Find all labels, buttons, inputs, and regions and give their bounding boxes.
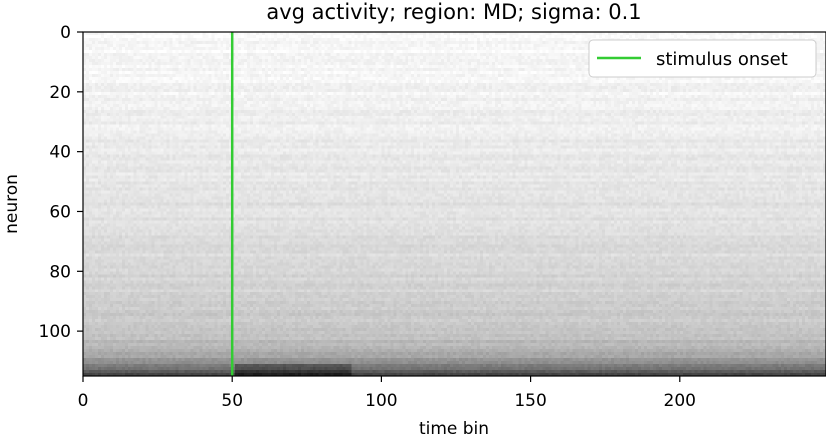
y-tick-label: 80 <box>49 262 71 282</box>
legend-box <box>588 39 817 78</box>
x-axis: 0 50 100 150 200 <box>78 376 696 411</box>
heatmap-image <box>83 32 826 376</box>
x-axis-label: time bin <box>419 419 489 439</box>
x-tick-label: 0 <box>78 391 89 411</box>
y-axis-label: neuron <box>2 174 22 234</box>
x-tick-label: 100 <box>365 391 397 411</box>
plot-frame <box>82 31 826 377</box>
y-tick-label: 0 <box>60 23 71 43</box>
y-tick-label: 20 <box>49 83 71 103</box>
heatmap-image-container <box>83 32 826 376</box>
x-tick-label: 150 <box>514 391 546 411</box>
x-tick-label: 50 <box>221 391 243 411</box>
y-tick-label: 100 <box>39 322 71 342</box>
y-tick-label: 40 <box>49 143 71 163</box>
chart-title: avg activity; region: MD; sigma: 0.1 <box>266 0 641 24</box>
x-tick-label: 200 <box>664 391 696 411</box>
y-tick-label: 60 <box>49 202 71 222</box>
y-axis: 0 20 40 60 80 100 <box>39 23 83 342</box>
legend-label: stimulus onset <box>656 49 788 70</box>
legend: stimulus onset <box>588 39 817 78</box>
